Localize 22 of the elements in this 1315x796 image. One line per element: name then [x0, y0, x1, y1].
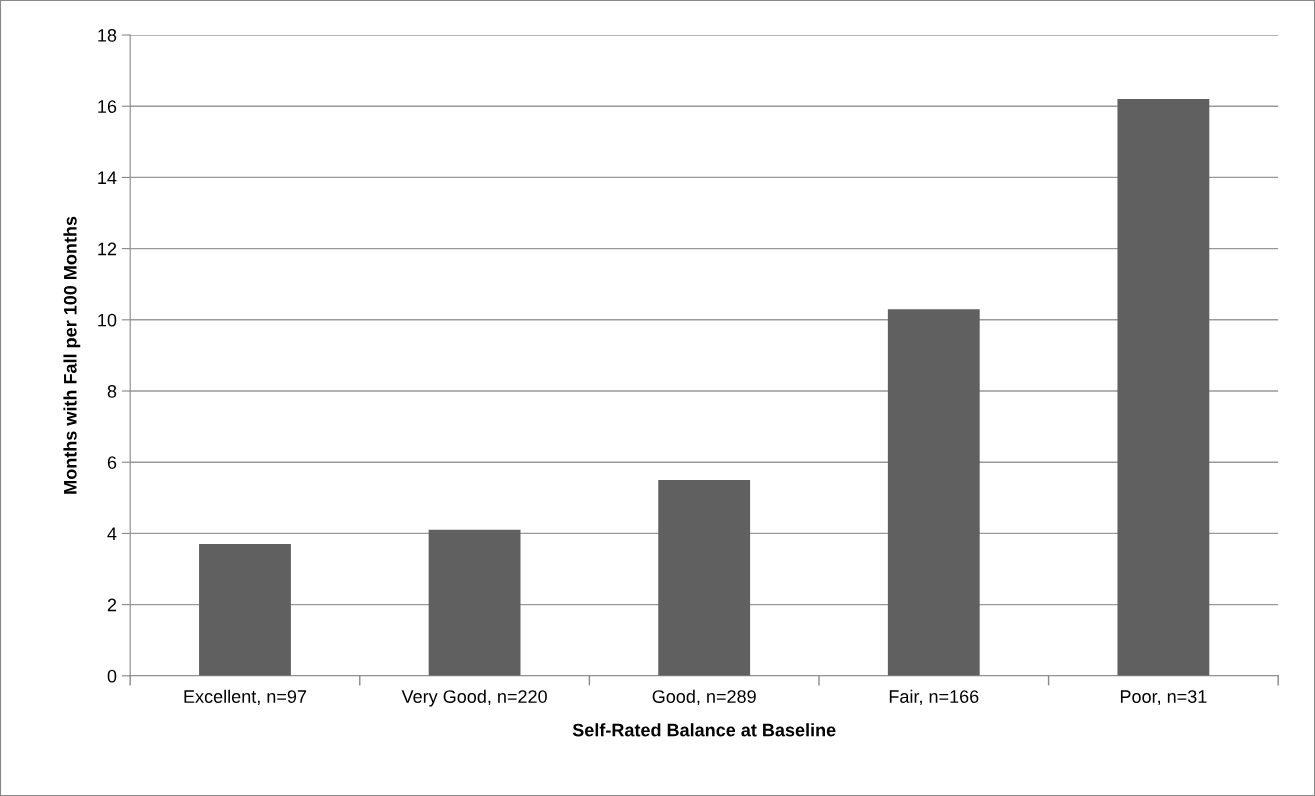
x-tick-label: Excellent, n=97	[184, 689, 307, 706]
bar	[658, 480, 751, 676]
y-tick-label: 12	[98, 242, 117, 256]
x-tick-label: Very Good, n=220	[401, 689, 547, 707]
bar	[887, 309, 980, 676]
y-axis-title: Months with Fall per 100 Months	[63, 216, 81, 494]
y-tick-label: 14	[98, 171, 117, 184]
y-tick-label: 4	[107, 527, 117, 540]
y-tick-label: 18	[98, 28, 117, 42]
y-tick-label: 2	[107, 598, 117, 612]
bar	[1117, 99, 1210, 676]
y-tick-label: 0	[107, 669, 117, 683]
y-tick-label: 8	[107, 384, 117, 398]
bar	[428, 529, 521, 676]
x-axis-title: Self-Rated Balance at Baseline	[572, 723, 836, 737]
x-tick-label: Fair, n=166	[889, 689, 979, 706]
x-tick-label: Poor, n=31	[1120, 690, 1207, 706]
y-tick-label: 10	[98, 313, 117, 327]
bar	[199, 544, 291, 676]
x-tick-label: Good, n=289	[652, 689, 756, 706]
y-tick-label: 16	[98, 100, 117, 113]
y-tick-label: 6	[107, 456, 117, 469]
